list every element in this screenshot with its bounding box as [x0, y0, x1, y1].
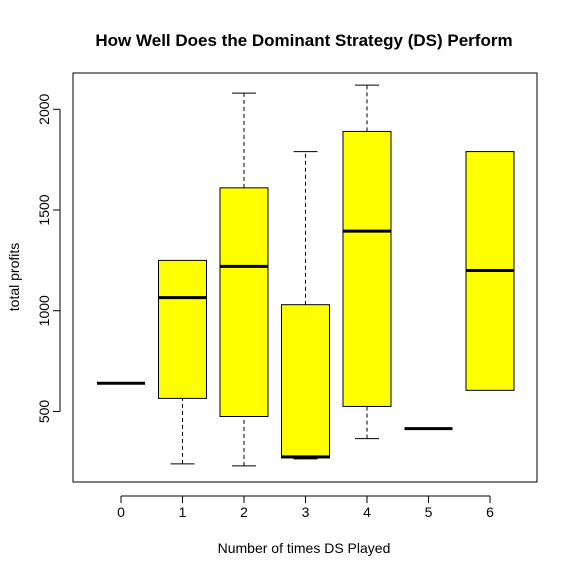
box-group-4	[342, 84, 392, 440]
box-group-1	[158, 259, 207, 465]
box-4	[342, 130, 392, 407]
x-axis: 0 1 2 3 4 5 6	[117, 495, 494, 520]
x-tick-label-6: 6	[486, 504, 494, 520]
plot-frame	[72, 72, 538, 483]
y-tick-label-500: 500	[36, 400, 52, 424]
y-tick-label-1000: 1000	[36, 295, 52, 326]
y-tick-label-1500: 1500	[36, 194, 52, 225]
box-1	[158, 259, 207, 399]
y-axis: 500 1000 1500 2000	[36, 93, 61, 424]
x-tick-label-1: 1	[179, 504, 187, 520]
chart-title: How Well Does the Dominant Strategy (DS)…	[95, 31, 512, 50]
x-tick-label-5: 5	[425, 504, 433, 520]
box-2	[219, 187, 269, 418]
x-tick-label-2: 2	[240, 504, 248, 520]
box-group-6	[465, 151, 515, 391]
x-tick-label-0: 0	[117, 504, 125, 520]
box-group-2	[219, 92, 269, 467]
x-axis-label: Number of times DS Played	[218, 540, 391, 556]
y-axis-label: total profits	[6, 243, 22, 311]
boxes-layer	[97, 84, 515, 467]
box-group-3	[281, 151, 330, 460]
x-tick-label-3: 3	[302, 504, 310, 520]
box-3	[281, 304, 330, 459]
y-tick-label-2000: 2000	[36, 93, 52, 124]
x-tick-label-4: 4	[363, 504, 371, 520]
